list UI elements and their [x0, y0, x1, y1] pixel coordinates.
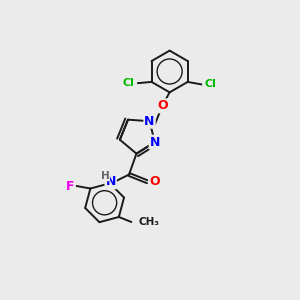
- Text: H: H: [101, 171, 110, 181]
- Text: N: N: [144, 115, 155, 128]
- Text: F: F: [66, 180, 74, 193]
- Text: O: O: [157, 99, 168, 112]
- Text: O: O: [149, 176, 160, 188]
- Text: Cl: Cl: [205, 80, 216, 89]
- Text: Cl: Cl: [123, 78, 135, 88]
- Text: N: N: [150, 136, 160, 149]
- Text: CH₃: CH₃: [139, 217, 160, 227]
- Text: N: N: [106, 176, 116, 188]
